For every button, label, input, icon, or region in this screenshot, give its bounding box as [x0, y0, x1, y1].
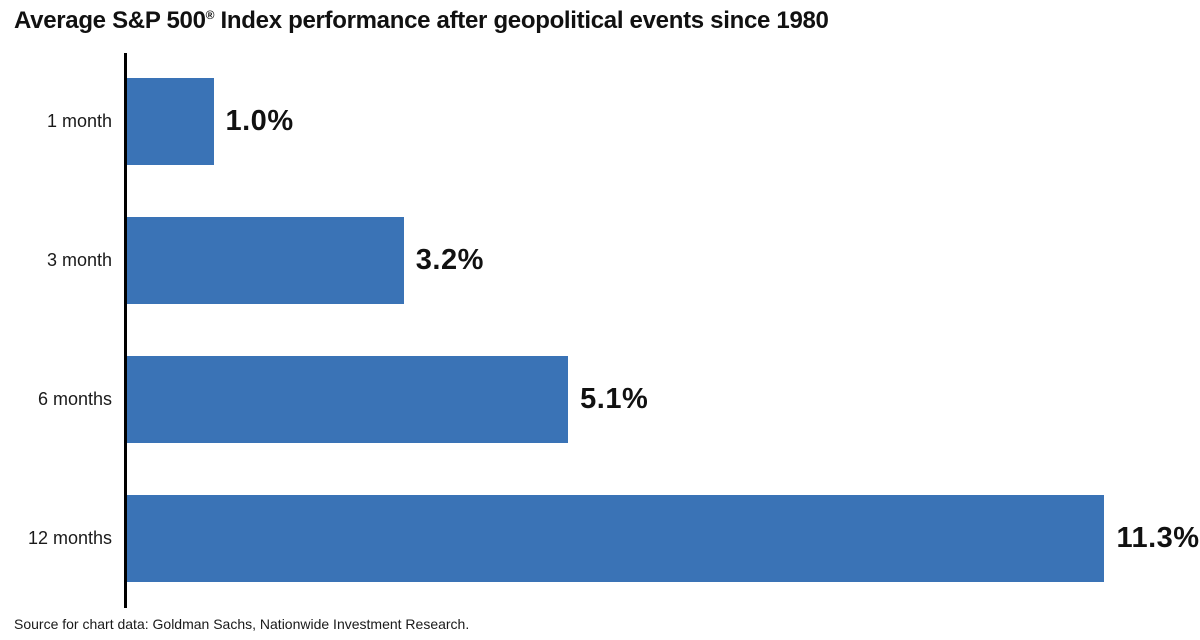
page-title: Average S&P 500® Index performance after… — [14, 7, 1200, 35]
plot-area-row-4: 11.3% — [124, 468, 1200, 608]
plot-area-row-2: 3.2% — [124, 191, 1200, 331]
bar-12-months — [127, 494, 1105, 582]
source-note: Source for chart data: Goldman Sachs, Na… — [14, 615, 470, 632]
value-label-6-months: 5.1% — [580, 382, 649, 415]
value-label-12-months: 11.3% — [1116, 521, 1200, 554]
category-label-12-months: 12 months — [27, 527, 112, 548]
plot-area-row-3: 5.1% — [124, 330, 1200, 469]
bar-6-months — [127, 355, 569, 443]
value-label-3-month: 3.2% — [415, 244, 484, 277]
category-label-1-month: 1 month — [46, 111, 112, 132]
page-title-suffix: Index performance after geopolitical eve… — [214, 7, 829, 34]
category-label-3-month: 3 month — [46, 250, 112, 271]
registered-trademark-symbol: ® — [205, 8, 215, 22]
bar-3-month — [127, 217, 404, 305]
bar-row-1-month: 1 month 1.0% — [0, 52, 1200, 192]
plot-area-row-1: 1.0% — [124, 52, 1200, 192]
value-label-1-month: 1.0% — [225, 105, 294, 138]
page-title-prefix: Average S&P 500 — [14, 7, 206, 34]
bar-1-month — [127, 78, 214, 166]
bar-row-6-months: 6 months 5.1% — [0, 330, 1200, 469]
bar-chart: 1 month 1.0% 3 month 3.2% 6 months 5.1% … — [0, 52, 1200, 608]
bar-row-3-month: 3 month 3.2% — [0, 191, 1200, 331]
category-label-6-months: 6 months — [37, 388, 112, 409]
bar-row-12-months: 12 months 11.3% — [0, 468, 1200, 608]
